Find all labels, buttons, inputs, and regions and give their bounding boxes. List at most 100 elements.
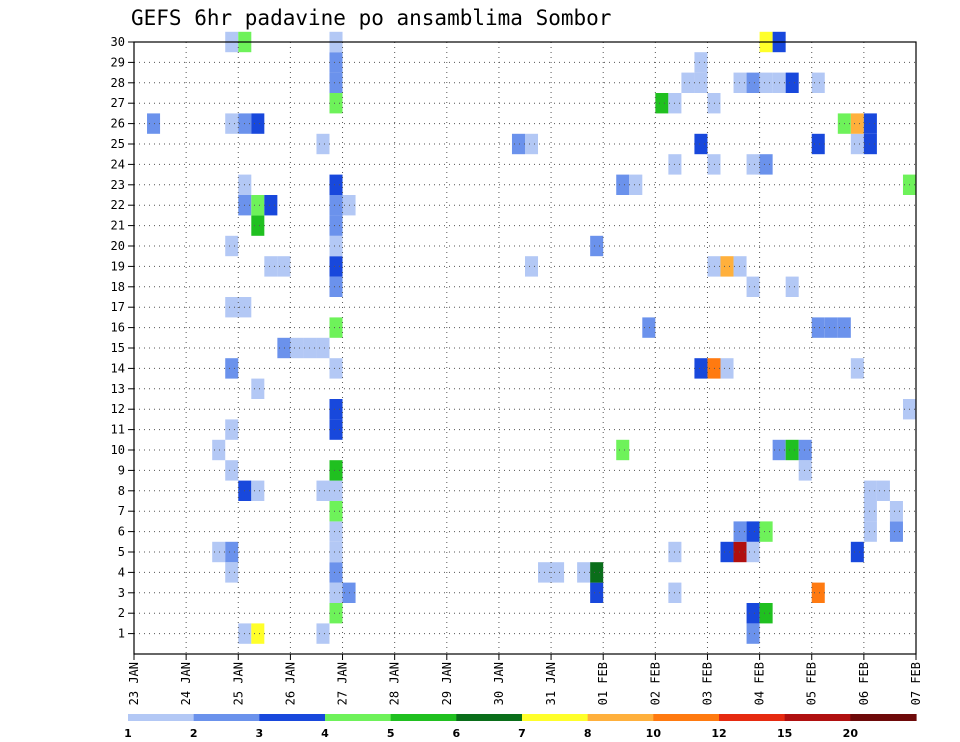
heatmap-cell [264,256,278,277]
colorbar-segment [325,714,392,721]
colorbar-label: 20 [843,727,859,740]
heatmap-cell [616,174,630,195]
heatmap-cell [251,195,265,216]
y-tick-label: 1 [118,627,125,641]
heatmap-cell [329,215,343,236]
heatmap-cell [655,93,669,114]
heatmap-cell [525,256,539,277]
heatmap-cell [316,480,330,501]
heatmap-cell [733,256,747,277]
y-tick-label: 3 [118,586,125,600]
colorbar-segment [719,714,786,721]
heatmap-cell [811,582,825,603]
heatmap-cell [707,93,721,114]
heatmap-cell [629,174,643,195]
heatmap-cell [329,276,343,297]
heatmap-cell [694,52,708,73]
heatmap-cell [824,317,838,338]
colorbar-segment [390,714,457,721]
heatmap-cell [329,235,343,257]
colorbar-label: 8 [584,727,592,740]
heatmap-cell [798,439,812,461]
heatmap-cell [251,623,265,644]
colorbar-segment [128,714,195,721]
heatmap-cell [329,256,343,277]
heatmap-cell [329,419,343,440]
heatmap-cell [329,541,343,563]
colorbar-segment [456,714,523,721]
heatmap-cell [811,72,825,93]
y-tick-label: 5 [118,545,125,559]
heatmap-cell [225,460,239,481]
colorbar-segment [850,714,917,721]
heatmap-cell [811,133,825,155]
heatmap-cell [876,480,890,501]
heatmap-cell [329,480,343,501]
heatmap-cell [798,460,812,481]
y-tick-label: 10 [111,443,125,457]
heatmap-cell [850,541,864,563]
colorbar-segment [193,714,260,721]
heatmap-cell [759,154,773,175]
y-tick-label: 13 [111,382,125,396]
heatmap-cell [290,337,304,359]
y-tick-label: 28 [111,76,125,90]
heatmap-cell [785,439,799,461]
colorbar-label: 7 [518,727,526,740]
x-tick-label: 28 JAN [388,662,402,705]
heatmap-cell [733,541,747,563]
heatmap-cell [329,358,343,379]
x-tick-label: 23 JAN [127,662,141,705]
heatmap-cell [707,256,721,277]
heatmap-cell [642,317,656,338]
heatmap-cell [525,133,539,155]
grid-lines [134,41,916,654]
heatmap-cell [329,72,343,93]
heatmap-cell [329,582,343,603]
heatmap-cell [147,113,161,134]
y-axis: 1234567891011121314151617181920212223242… [111,35,134,641]
heatmap-cell [681,72,695,93]
colorbar-label: 2 [190,727,198,740]
heatmap-cell [863,521,877,542]
heatmap-cell [329,562,343,583]
heatmap-cell [746,276,760,297]
heatmap-cell [707,154,721,175]
y-tick-label: 19 [111,259,125,273]
colorbar-label: 4 [321,727,329,740]
colorbar-segment [522,714,589,721]
heatmap-cell [316,133,330,155]
x-tick-label: 02 FEB [648,662,662,705]
heatmap-cell [551,562,565,583]
y-tick-label: 15 [111,341,125,355]
x-tick-label: 29 JAN [440,662,454,705]
x-tick-label: 04 FEB [753,662,767,705]
heatmap-cell [212,541,226,563]
y-tick-label: 23 [111,178,125,192]
heatmap-cells [147,31,916,644]
colorbar-segment [784,714,851,721]
heatmap-cell [746,521,760,542]
heatmap-cell [251,215,265,236]
heatmap-cell [720,358,734,379]
x-tick-label: 24 JAN [179,662,193,705]
heatmap-cell [889,501,903,522]
y-tick-label: 4 [118,565,125,579]
heatmap-cell [329,317,343,338]
x-tick-label: 03 FEB [700,662,714,705]
heatmap-cell [785,72,799,93]
heatmap-cell [811,317,825,338]
y-tick-label: 11 [111,423,125,437]
y-tick-label: 6 [118,525,125,539]
heatmap-cell [329,460,343,481]
chart-title: GEFS 6hr padavine po ansamblima Sombor [131,6,612,30]
heatmap-cell [694,133,708,155]
y-tick-label: 21 [111,219,125,233]
x-tick-label: 01 FEB [596,662,610,705]
colorbar-label: 15 [777,727,792,740]
x-tick-label: 26 JAN [283,662,297,705]
y-tick-label: 27 [111,96,125,110]
heatmap-cell [850,133,864,155]
heatmap-cell [759,521,773,542]
